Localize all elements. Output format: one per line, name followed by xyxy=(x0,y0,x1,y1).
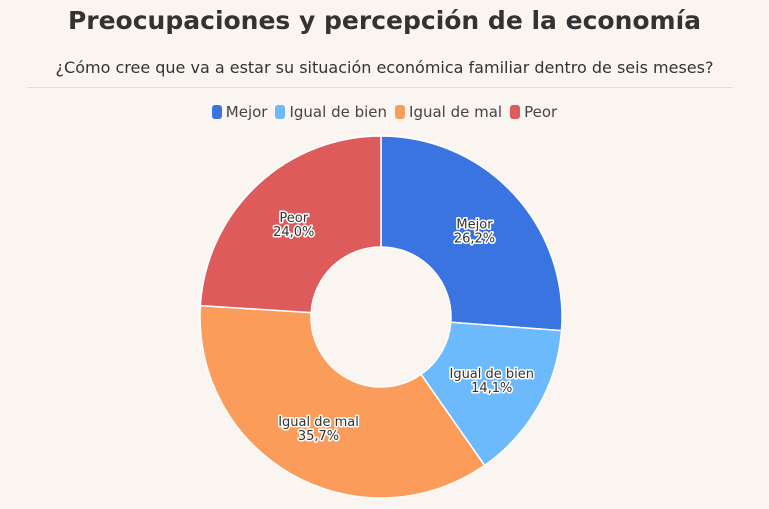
legend-swatch xyxy=(275,105,286,119)
divider xyxy=(27,87,733,88)
data-label-name: Peor xyxy=(279,211,308,226)
legend-label: Igual de bien xyxy=(289,103,388,121)
legend-swatch xyxy=(211,105,222,119)
legend-label: Peor xyxy=(524,103,558,121)
slice-mejor[interactable] xyxy=(380,135,563,332)
legend-item-mejor[interactable]: Mejor xyxy=(211,103,268,121)
legend-label: Igual de mal xyxy=(409,103,503,121)
data-label-value: 26,2% xyxy=(454,231,495,246)
legend-item-igual-de-bien[interactable]: Igual de bien xyxy=(275,103,387,121)
slice-igual-de-mal[interactable] xyxy=(199,304,486,499)
slice-igual-de-bien[interactable] xyxy=(420,321,563,467)
data-label-value: 35,7% xyxy=(298,429,339,444)
chart-subtitle: ¿Cómo cree que va a estar su situación e… xyxy=(55,58,714,77)
legend-label: Mejor xyxy=(225,103,268,121)
chart-title: Preocupaciones y percepción de la econom… xyxy=(67,6,702,35)
data-label-name: Igual de mal xyxy=(278,415,359,430)
slice-peor[interactable] xyxy=(199,135,382,314)
legend-swatch xyxy=(395,105,406,119)
data-label-name: Mejor xyxy=(456,217,493,232)
legend: Mejor Igual de bien Igual de mal Peor xyxy=(0,103,769,121)
data-label-name: Igual de bien xyxy=(449,367,534,382)
data-label-value: 24,0% xyxy=(273,225,314,240)
legend-item-peor[interactable]: Peor xyxy=(510,103,557,121)
data-label-value: 14,1% xyxy=(471,381,512,396)
legend-swatch xyxy=(510,105,521,119)
legend-item-igual-de-mal[interactable]: Igual de mal xyxy=(395,103,502,121)
